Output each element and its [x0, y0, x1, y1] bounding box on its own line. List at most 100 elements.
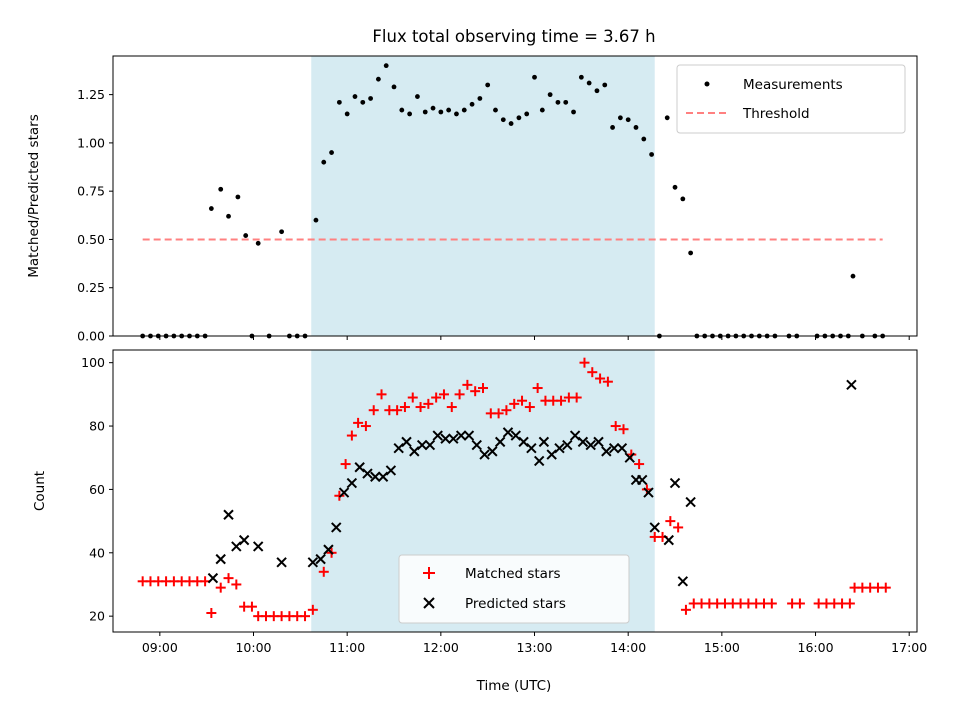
matched-star-point [532, 383, 543, 394]
matched-star-point [446, 402, 457, 413]
measurement-point [235, 194, 241, 200]
y-tick-label: 0.50 [77, 232, 105, 247]
measurements-series [140, 63, 886, 339]
matched-star-point [501, 405, 512, 416]
y-tick-label: 60 [89, 482, 105, 497]
matched-star-point [454, 389, 465, 400]
measurement-point [279, 229, 285, 235]
measurement-point [578, 74, 584, 80]
measurement-point [375, 76, 381, 82]
matched-star-point [300, 611, 311, 622]
predicted-star-point [502, 427, 514, 438]
legend-label-predicted: Predicted stars [465, 596, 566, 612]
measurement-point [415, 94, 420, 99]
predicted-star-point [643, 487, 654, 498]
x-tick-label: 17:00 [891, 640, 927, 655]
predicted-star-point [385, 465, 397, 476]
predicted-star-point [846, 379, 857, 391]
measurement-point [368, 96, 373, 101]
predicted-star-point [663, 534, 674, 546]
measurement-point [218, 186, 224, 192]
legend-marker-matched [423, 567, 435, 579]
predicted-star-point [432, 430, 443, 441]
predicted-star-point [315, 553, 326, 565]
legend-marker-predicted [423, 597, 435, 609]
legend-label-matched: Matched stars [465, 566, 561, 582]
matched-star-point [665, 516, 676, 527]
matched-star-point [880, 582, 891, 593]
matched-star-point [524, 402, 535, 413]
predicted-star-point [424, 439, 436, 451]
predicted-star-point [440, 433, 451, 444]
measurement-point [617, 115, 623, 121]
matched-star-point [346, 430, 357, 441]
bottom-panel: 20 40 60 80 100 09:00 10:00 11:00 12:00 13:00 14:… [32, 349, 927, 694]
predicted-star-point [393, 443, 404, 454]
predicted-star-point [370, 471, 381, 482]
measurement-point [422, 109, 428, 115]
measurement-point [446, 107, 452, 113]
matched-star-point [376, 389, 387, 400]
predicted-star-point [346, 477, 358, 489]
measurement-point [360, 99, 366, 105]
matched-star-point [407, 392, 418, 403]
measurement-point [547, 92, 553, 98]
predicted-star-point [526, 443, 537, 454]
measurement-point [532, 74, 537, 80]
measurement-point [500, 117, 506, 123]
predicted-star-point [252, 541, 264, 552]
measurement-point [680, 196, 686, 202]
measurement-point [602, 82, 608, 88]
matched-star-point [595, 373, 606, 384]
matched-star-point [844, 598, 855, 609]
matched-star-point [634, 459, 645, 470]
measurement-point [641, 136, 647, 142]
measurement-point [461, 107, 467, 113]
measurement-point [524, 111, 530, 117]
bottom-legend: Matched stars Predicted stars [398, 554, 630, 624]
top-panel: 0.00 0.25 0.50 0.75 1.00 1.25 Flux total obse… [26, 27, 918, 344]
x-tick-label: 12:00 [423, 640, 459, 655]
bottom-x-axis: 09:00 10:00 11:00 12:00 13:00 14:00 15:00 16:00… [142, 632, 927, 655]
measurement-point [664, 115, 670, 121]
predicted-star-point [323, 544, 334, 555]
matched-star-point [231, 579, 242, 590]
predicted-star-point [601, 446, 612, 457]
predicted-star-point [554, 443, 565, 454]
chart-title: Flux total observing time = 3.67 h [372, 27, 655, 46]
matched-star-point [618, 424, 629, 435]
matched-star-point [462, 379, 473, 390]
predicted-star-point [231, 541, 242, 552]
x-tick-label: 14:00 [610, 640, 646, 655]
measurement-point [539, 107, 545, 113]
matched-star-point [223, 573, 234, 584]
measurement-point [508, 121, 514, 126]
matched-star-point [215, 582, 226, 593]
matched-star-point [794, 598, 805, 609]
measurement-point [344, 111, 350, 117]
matched-star-point [431, 392, 442, 403]
matched-star-point [360, 421, 371, 432]
matched-star-point [423, 398, 434, 409]
matched-star-point [438, 389, 449, 400]
measurement-point [336, 99, 342, 105]
measurement-point [485, 82, 491, 88]
top-legend: Measurements Threshold [676, 64, 906, 134]
matched-star-point [579, 357, 590, 368]
y-tick-label: 0.00 [77, 329, 105, 344]
predicted-star-point [518, 436, 529, 448]
predicted-star-point [616, 443, 628, 454]
predicted-star-point [637, 474, 648, 486]
predicted-star-point [608, 443, 620, 454]
predicted-star-point [546, 449, 557, 460]
top-shaded-span [311, 56, 655, 336]
bottom-axes-frame [112, 349, 918, 633]
matched-star-point [517, 395, 528, 406]
matched-star-point [610, 421, 621, 432]
matched-star-point [766, 598, 777, 609]
x-tick-label: 09:00 [142, 640, 178, 655]
matched-star-point [415, 402, 426, 413]
measurement-point [430, 105, 436, 111]
measurement-point [672, 184, 678, 190]
